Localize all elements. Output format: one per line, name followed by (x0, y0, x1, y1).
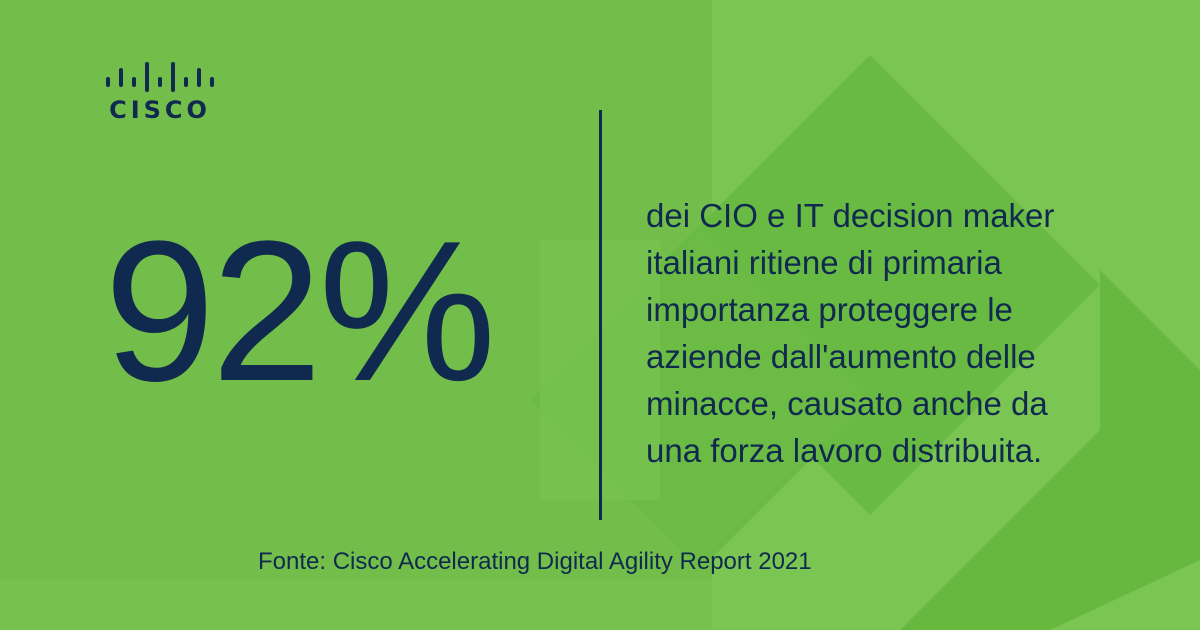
description-line: italiani ritiene di primaria (646, 244, 1002, 281)
description-line: minacce, causato anche da (646, 385, 1048, 422)
cisco-logo: CISCO (106, 62, 214, 124)
description-line: una forza lavoro distribuita. (646, 432, 1043, 469)
source-citation: Fonte: Cisco Accelerating Digital Agilit… (258, 548, 812, 575)
description-line: aziende dall'aumento delle (646, 338, 1036, 375)
description-line: importanza proteggere le (646, 291, 1013, 328)
stat-percentage: 92% (104, 200, 496, 423)
stat-description: dei CIO e IT decision maker italiani rit… (646, 192, 1166, 474)
description-line: dei CIO e IT decision maker (646, 197, 1055, 234)
bg-diamond-right (900, 270, 1200, 630)
bg-band-bottom (0, 580, 712, 630)
vertical-divider (599, 110, 602, 520)
cisco-wordmark: CISCO (109, 96, 211, 124)
cisco-bridge-icon (106, 62, 214, 92)
